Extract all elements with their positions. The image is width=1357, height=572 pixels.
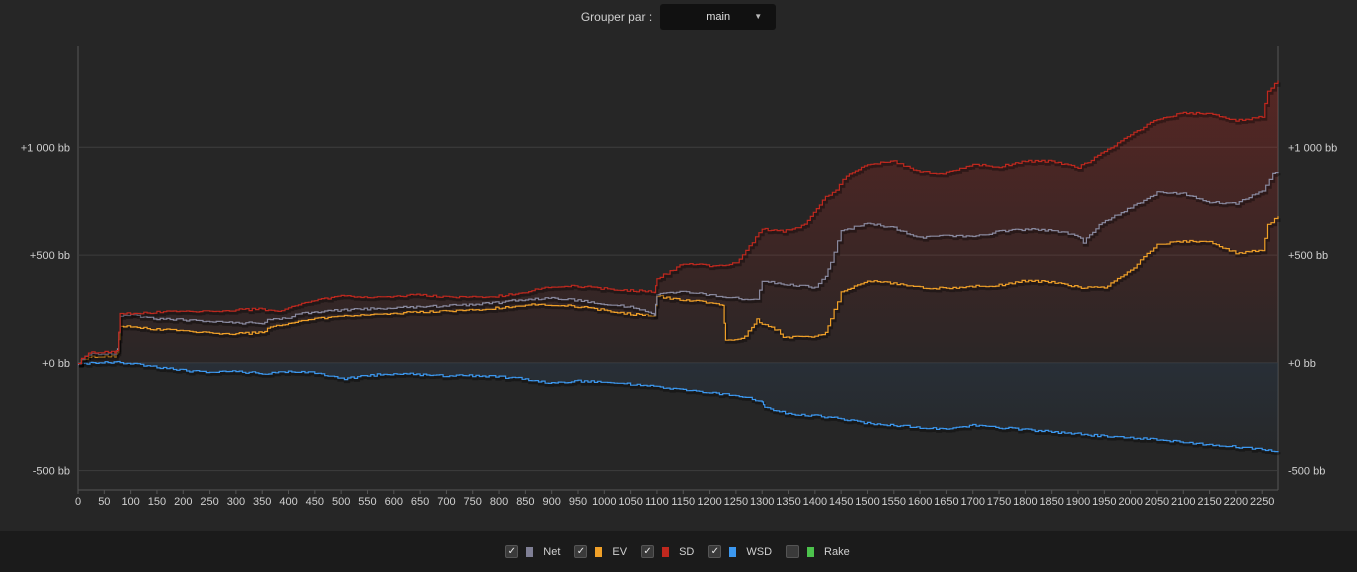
legend-item-wsd[interactable]: ✓ WSD bbox=[708, 545, 774, 558]
x-tick-label: 1300 bbox=[750, 496, 774, 508]
y-tick-label-left: +1 000 bb bbox=[21, 142, 70, 154]
ev-color-swatch bbox=[595, 546, 603, 557]
x-tick-label: 0 bbox=[75, 496, 81, 508]
x-tick-label: 2050 bbox=[1145, 496, 1169, 508]
x-tick-label: 400 bbox=[279, 496, 297, 508]
x-tick-label: 1750 bbox=[987, 496, 1011, 508]
x-tick-label: 2100 bbox=[1171, 496, 1195, 508]
x-tick-label: 1050 bbox=[618, 496, 642, 508]
chevron-down-icon: ▼ bbox=[754, 12, 763, 21]
series-shadow-sd bbox=[79, 82, 1281, 368]
x-tick-label: 250 bbox=[200, 496, 218, 508]
results-chart: +1 000 bb +1 000 bb +500 bb +500 bb +0 bb +0 … bbox=[21, 46, 1337, 508]
series-shadow-wsd bbox=[79, 362, 1281, 456]
series-line-net bbox=[78, 172, 1279, 364]
x-tick-label: 150 bbox=[148, 496, 166, 508]
x-tick-label: 2200 bbox=[1224, 496, 1248, 508]
legend-item-ev[interactable]: ✓ EV bbox=[574, 545, 629, 558]
x-tick-label: 1900 bbox=[1066, 496, 1090, 508]
x-tick-label: 500 bbox=[332, 496, 350, 508]
y-tick-label-right: +0 bb bbox=[1288, 358, 1316, 370]
legend-label-net: Net bbox=[543, 545, 561, 558]
x-tick-label: 1600 bbox=[908, 496, 932, 508]
legend-label-ev: EV bbox=[612, 545, 628, 558]
y-tick-label-right: -500 bb bbox=[1288, 466, 1325, 478]
x-tick-label: 2150 bbox=[1197, 496, 1221, 508]
checkbox-ev[interactable]: ✓ bbox=[574, 545, 588, 558]
series-shadow-net bbox=[79, 173, 1281, 367]
legend-label-rake: Rake bbox=[824, 545, 850, 558]
x-tick-label: 1200 bbox=[697, 496, 721, 508]
x-tick-label: 50 bbox=[98, 496, 110, 508]
x-tick-label: 800 bbox=[490, 496, 508, 508]
x-tick-label: 650 bbox=[411, 496, 429, 508]
x-tick-label: 550 bbox=[358, 496, 376, 508]
x-tick-label: 1400 bbox=[803, 496, 827, 508]
checkbox-sd[interactable]: ✓ bbox=[641, 545, 655, 558]
x-tick-label: 1100 bbox=[645, 496, 669, 508]
y-tick-label-left: +500 bb bbox=[30, 250, 70, 262]
x-tick-label: 1850 bbox=[1039, 496, 1063, 508]
group-by-control: Grouper par : main ▼ bbox=[0, 4, 1357, 30]
x-tick-label: 2250 bbox=[1250, 496, 1274, 508]
legend-item-net[interactable]: ✓ Net bbox=[505, 545, 562, 558]
x-tick-label: 1500 bbox=[855, 496, 879, 508]
x-tick-label: 1800 bbox=[1013, 496, 1037, 508]
x-tick-label: 1950 bbox=[1092, 496, 1116, 508]
x-tick-label: 1350 bbox=[776, 496, 800, 508]
x-tick-label: 200 bbox=[174, 496, 192, 508]
x-tick-label: 850 bbox=[516, 496, 534, 508]
x-tick-label: 1700 bbox=[960, 496, 984, 508]
group-by-select[interactable]: main ▼ bbox=[660, 4, 777, 30]
wsd-color-swatch bbox=[729, 546, 737, 557]
x-tick-label: 1650 bbox=[934, 496, 958, 508]
legend-item-sd[interactable]: ✓ SD bbox=[641, 545, 696, 558]
legend-item-rake[interactable]: Rake bbox=[786, 545, 852, 558]
x-tick-label: 950 bbox=[569, 496, 587, 508]
checkbox-net[interactable]: ✓ bbox=[505, 545, 519, 558]
sd-color-swatch bbox=[662, 546, 670, 557]
sd-area-fill bbox=[78, 80, 1278, 364]
legend-bar: ✓ Net ✓ EV ✓ SD ✓ WSD Rake bbox=[0, 531, 1357, 572]
net-color-swatch bbox=[526, 546, 534, 557]
x-tick-label: 600 bbox=[385, 496, 403, 508]
y-tick-label-right: +500 bb bbox=[1288, 250, 1328, 262]
x-tick-label: 1150 bbox=[671, 496, 695, 508]
legend-label-wsd: WSD bbox=[746, 545, 773, 558]
rake-color-swatch bbox=[807, 546, 815, 557]
x-tick-label: 450 bbox=[306, 496, 324, 508]
x-tick-label: 350 bbox=[253, 496, 271, 508]
y-tick-label-right: +1 000 bb bbox=[1288, 142, 1337, 154]
wsd-area-fill bbox=[78, 361, 1278, 453]
x-tick-label: 2000 bbox=[1118, 496, 1142, 508]
x-tick-label: 750 bbox=[464, 496, 482, 508]
legend-label-sd: SD bbox=[679, 545, 695, 558]
group-by-label: Grouper par : bbox=[580, 10, 653, 24]
y-tick-label-left: +0 bb bbox=[42, 358, 70, 370]
x-tick-label: 300 bbox=[227, 496, 245, 508]
series-line-wsd bbox=[78, 360, 1279, 453]
x-tick-label: 1550 bbox=[882, 496, 906, 508]
x-tick-label: 700 bbox=[437, 496, 455, 508]
checkbox-rake[interactable] bbox=[786, 545, 800, 558]
checkbox-wsd[interactable]: ✓ bbox=[708, 545, 722, 558]
series-shadow-ev bbox=[79, 218, 1281, 368]
y-tick-label-left: -500 bb bbox=[33, 466, 70, 478]
x-tick-label: 1250 bbox=[724, 496, 748, 508]
series-line-sd bbox=[78, 80, 1279, 365]
x-tick-label: 1450 bbox=[829, 496, 853, 508]
x-tick-label: 1000 bbox=[592, 496, 616, 508]
x-tick-label: 900 bbox=[543, 496, 561, 508]
group-by-value: main bbox=[706, 11, 731, 23]
series-line-ev bbox=[78, 216, 1279, 365]
x-tick-label: 100 bbox=[121, 496, 139, 508]
